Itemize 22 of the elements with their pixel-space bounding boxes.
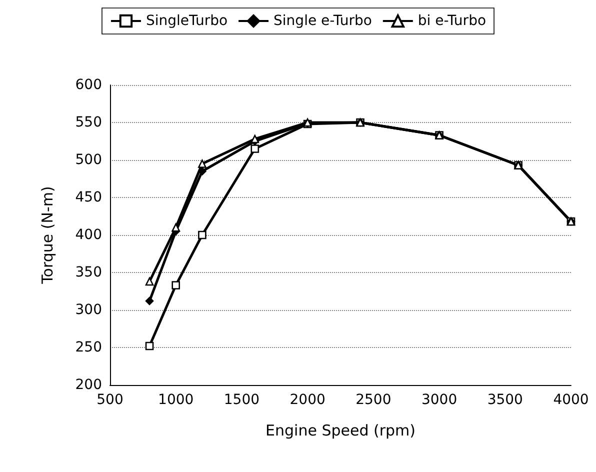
x-tick-label: 4000 [553,392,589,408]
legend-label: Single e-Turbo [274,13,372,29]
legend-label: SingleTurbo [146,13,228,29]
y-tick-label: 350 [75,264,102,280]
y-tick-label: 600 [75,77,102,93]
y-tick-label: 250 [75,340,102,356]
x-tick-label: 2000 [290,392,326,408]
y-tick-label: 400 [75,227,102,243]
y-tick-label: 300 [75,302,102,318]
x-tick-label: 3000 [421,392,458,408]
y-tick-label: 200 [75,377,102,393]
legend-label: bi e-Turbo [418,13,486,29]
x-tick-label: 500 [96,392,124,408]
x-tick-label: 1000 [158,392,194,408]
x-tick-label: 3500 [487,392,523,408]
y-axis-title: Torque (N-m) [38,186,56,285]
x-tick-label: 1500 [224,392,260,408]
x-tick-label: 2500 [356,392,392,408]
y-tick-label: 450 [75,190,102,206]
y-tick-label: 500 [75,152,102,168]
x-axis-title: Engine Speed (rpm) [266,422,416,440]
y-tick-label: 550 [75,114,102,130]
